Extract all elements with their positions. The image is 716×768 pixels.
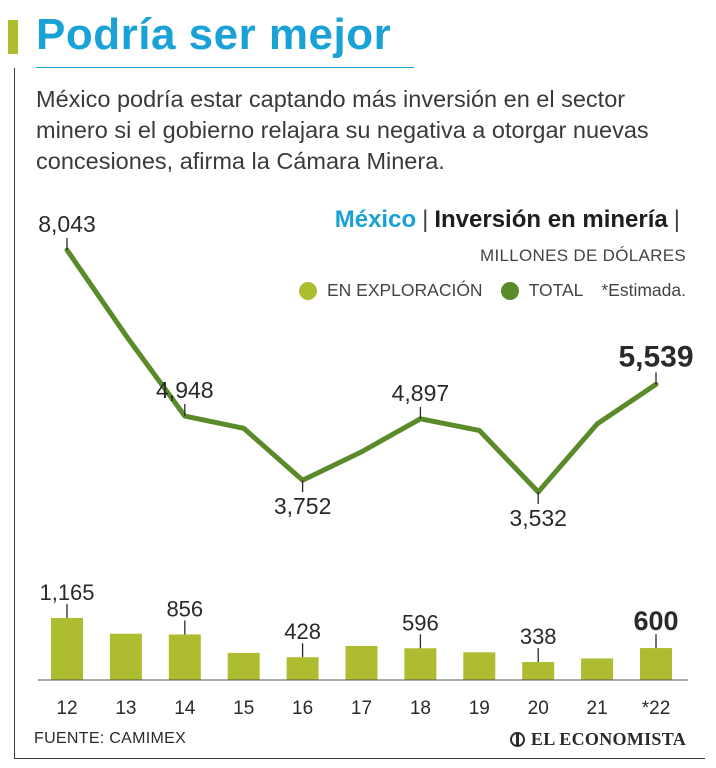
exploration-bar [168,634,201,680]
chart-heading-trailing-separator: | [673,206,680,233]
x-tick-label: 14 [174,698,196,719]
line-data-label: 4,948 [156,377,214,403]
x-tick-label: 16 [292,698,313,719]
exploration-bar [581,658,614,680]
legend-total-swatch [500,281,519,300]
title-underline [36,67,414,68]
bar-data-label: 856 [166,596,203,621]
x-tick-label: 20 [528,698,549,719]
page-title: Podría ser mejor [36,10,392,59]
x-tick-label: 18 [410,698,431,719]
total-line [64,247,659,495]
legend-exploration-label: EN EXPLORACIÓN [326,280,483,300]
bar-data-label: 428 [284,619,321,644]
chart-heading-title: Inversión en minería [434,206,668,233]
x-tick-label: 19 [469,698,490,719]
x-tick-label: *22 [642,698,671,719]
subtitle: México podría estar captando más inversi… [36,86,649,174]
exploration-bar [640,648,672,680]
line-data-label: 8,043 [38,211,96,237]
legend-item-exploration: EN EXPLORACIÓN [298,280,483,301]
chart-units: MILLONES DE DÓLARES [480,246,686,265]
source-note: FUENTE: CAMIMEX [34,730,187,747]
exploration-bar [227,652,260,680]
exploration-bar [345,645,378,680]
chart-heading-separator: | [422,206,429,233]
legend-total-label: TOTAL [528,280,584,300]
exploration-bar [109,633,142,680]
x-tick-label: 13 [115,698,136,719]
exploration-bar [286,657,319,680]
legend-exploration-swatch [298,281,317,300]
line-data-label: 3,532 [509,505,567,531]
accent-bar [8,20,18,54]
chart-heading-country: México [334,206,417,233]
brand-name: EL ECONOMISTA [530,729,686,749]
exploration-bar [463,652,496,680]
x-tick-label: 17 [351,698,372,719]
chart-frame [14,68,705,759]
exploration-bar [404,648,437,680]
legend-note: *Estimada. [601,280,686,300]
x-tick-label: 15 [233,698,254,719]
exploration-bar [51,618,83,680]
brand-mark-icon [509,732,525,747]
chart-heading: México | Inversión en minería | [335,206,686,234]
legend: EN EXPLORACIÓN TOTAL *Estimada. [298,280,686,301]
bar-data-label: 596 [402,610,439,635]
bar-data-label: 338 [520,624,557,649]
brand-logo: EL ECONOMISTA [509,729,686,750]
line-data-label: 5,539 [618,340,693,373]
exploration-bar [522,662,555,680]
bar-data-label: 600 [633,606,678,636]
x-tick-label: 21 [587,698,608,719]
line-data-label: 3,752 [274,493,332,519]
bar-data-label: 1,165 [39,580,94,605]
legend-item-total: TOTAL [500,280,584,301]
line-data-label: 4,897 [392,380,450,406]
x-tick-label: 12 [56,698,77,719]
